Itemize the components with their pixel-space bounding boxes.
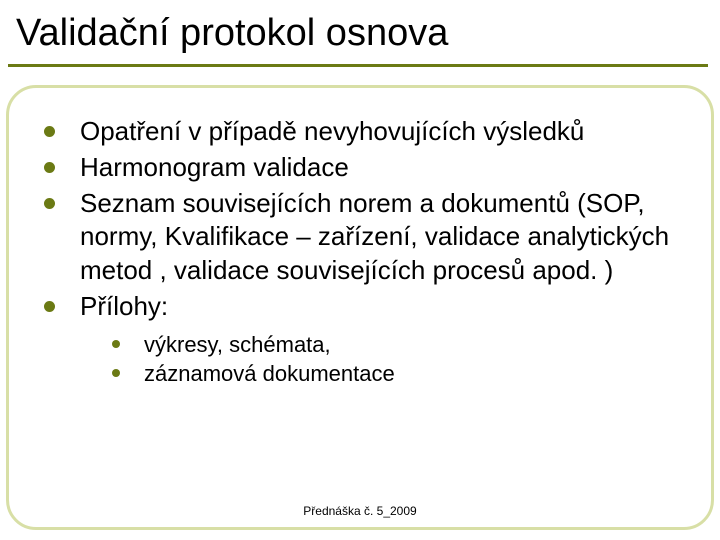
list-item: Opatření v případě nevyhovujících výsled… (36, 115, 676, 149)
list-item-text: záznamová dokumentace (144, 361, 395, 386)
content-area: Opatření v případě nevyhovujících výsled… (36, 115, 676, 389)
list-item: výkresy, schémata, (106, 330, 676, 360)
title-underline (8, 64, 708, 67)
list-item-text: Harmonogram validace (80, 152, 349, 182)
slide-title: Validační protokol osnova (16, 12, 448, 55)
list-item-text: výkresy, schémata, (144, 332, 331, 357)
main-bullet-list: Opatření v případě nevyhovujících výsled… (36, 115, 676, 324)
footer-text: Přednáška č. 5_2009 (0, 504, 720, 518)
list-item-text: Seznam souvisejících norem a dokumentů (… (80, 188, 669, 286)
sub-bullet-list: výkresy, schémata, záznamová dokumentace (106, 330, 676, 389)
list-item-text: Přílohy: (80, 291, 168, 321)
list-item: záznamová dokumentace (106, 359, 676, 389)
list-item-text: Opatření v případě nevyhovujících výsled… (80, 116, 584, 146)
list-item: Harmonogram validace (36, 151, 676, 185)
list-item: Seznam souvisejících norem a dokumentů (… (36, 187, 676, 288)
slide: Validační protokol osnova Opatření v pří… (0, 0, 720, 540)
list-item: Přílohy: (36, 290, 676, 324)
